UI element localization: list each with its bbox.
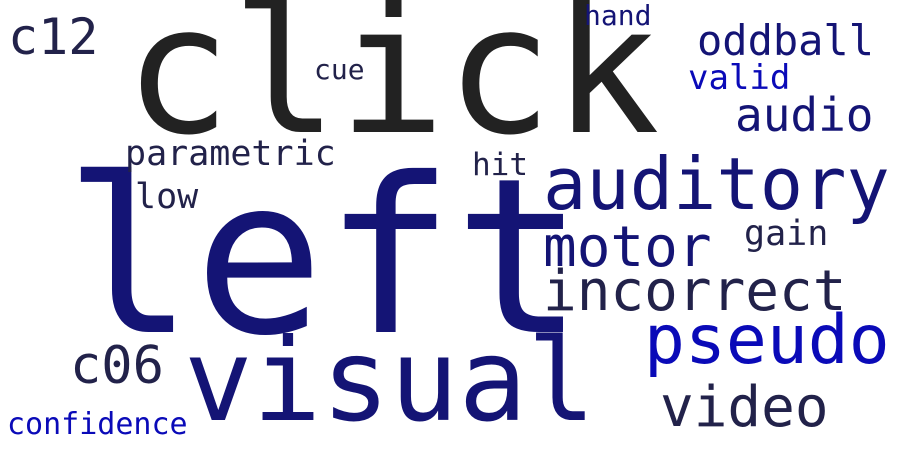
word-motor: motor xyxy=(543,215,712,280)
word-confidence: confidence xyxy=(7,407,188,442)
word-click: click xyxy=(124,0,660,174)
word-oddball: oddball xyxy=(697,16,875,65)
word-gain: gain xyxy=(744,214,829,254)
word-c06: c06 xyxy=(70,336,164,396)
word-valid: valid xyxy=(688,58,791,98)
word-low: low xyxy=(135,177,199,217)
word-incorrect: incorrect xyxy=(543,259,847,324)
word-hand: hand xyxy=(584,0,652,32)
word-hit: hit xyxy=(472,147,528,183)
word-auditory: auditory xyxy=(543,142,890,226)
word-parametric: parametric xyxy=(125,134,336,174)
word-cue: cue xyxy=(314,53,365,86)
word-c12: c12 xyxy=(8,8,99,66)
word-visual: visual xyxy=(184,314,596,447)
word-video: video xyxy=(660,375,829,440)
word-pseudo: pseudo xyxy=(644,301,890,380)
word-left: left xyxy=(64,132,585,383)
word-audio: audio xyxy=(735,88,874,142)
